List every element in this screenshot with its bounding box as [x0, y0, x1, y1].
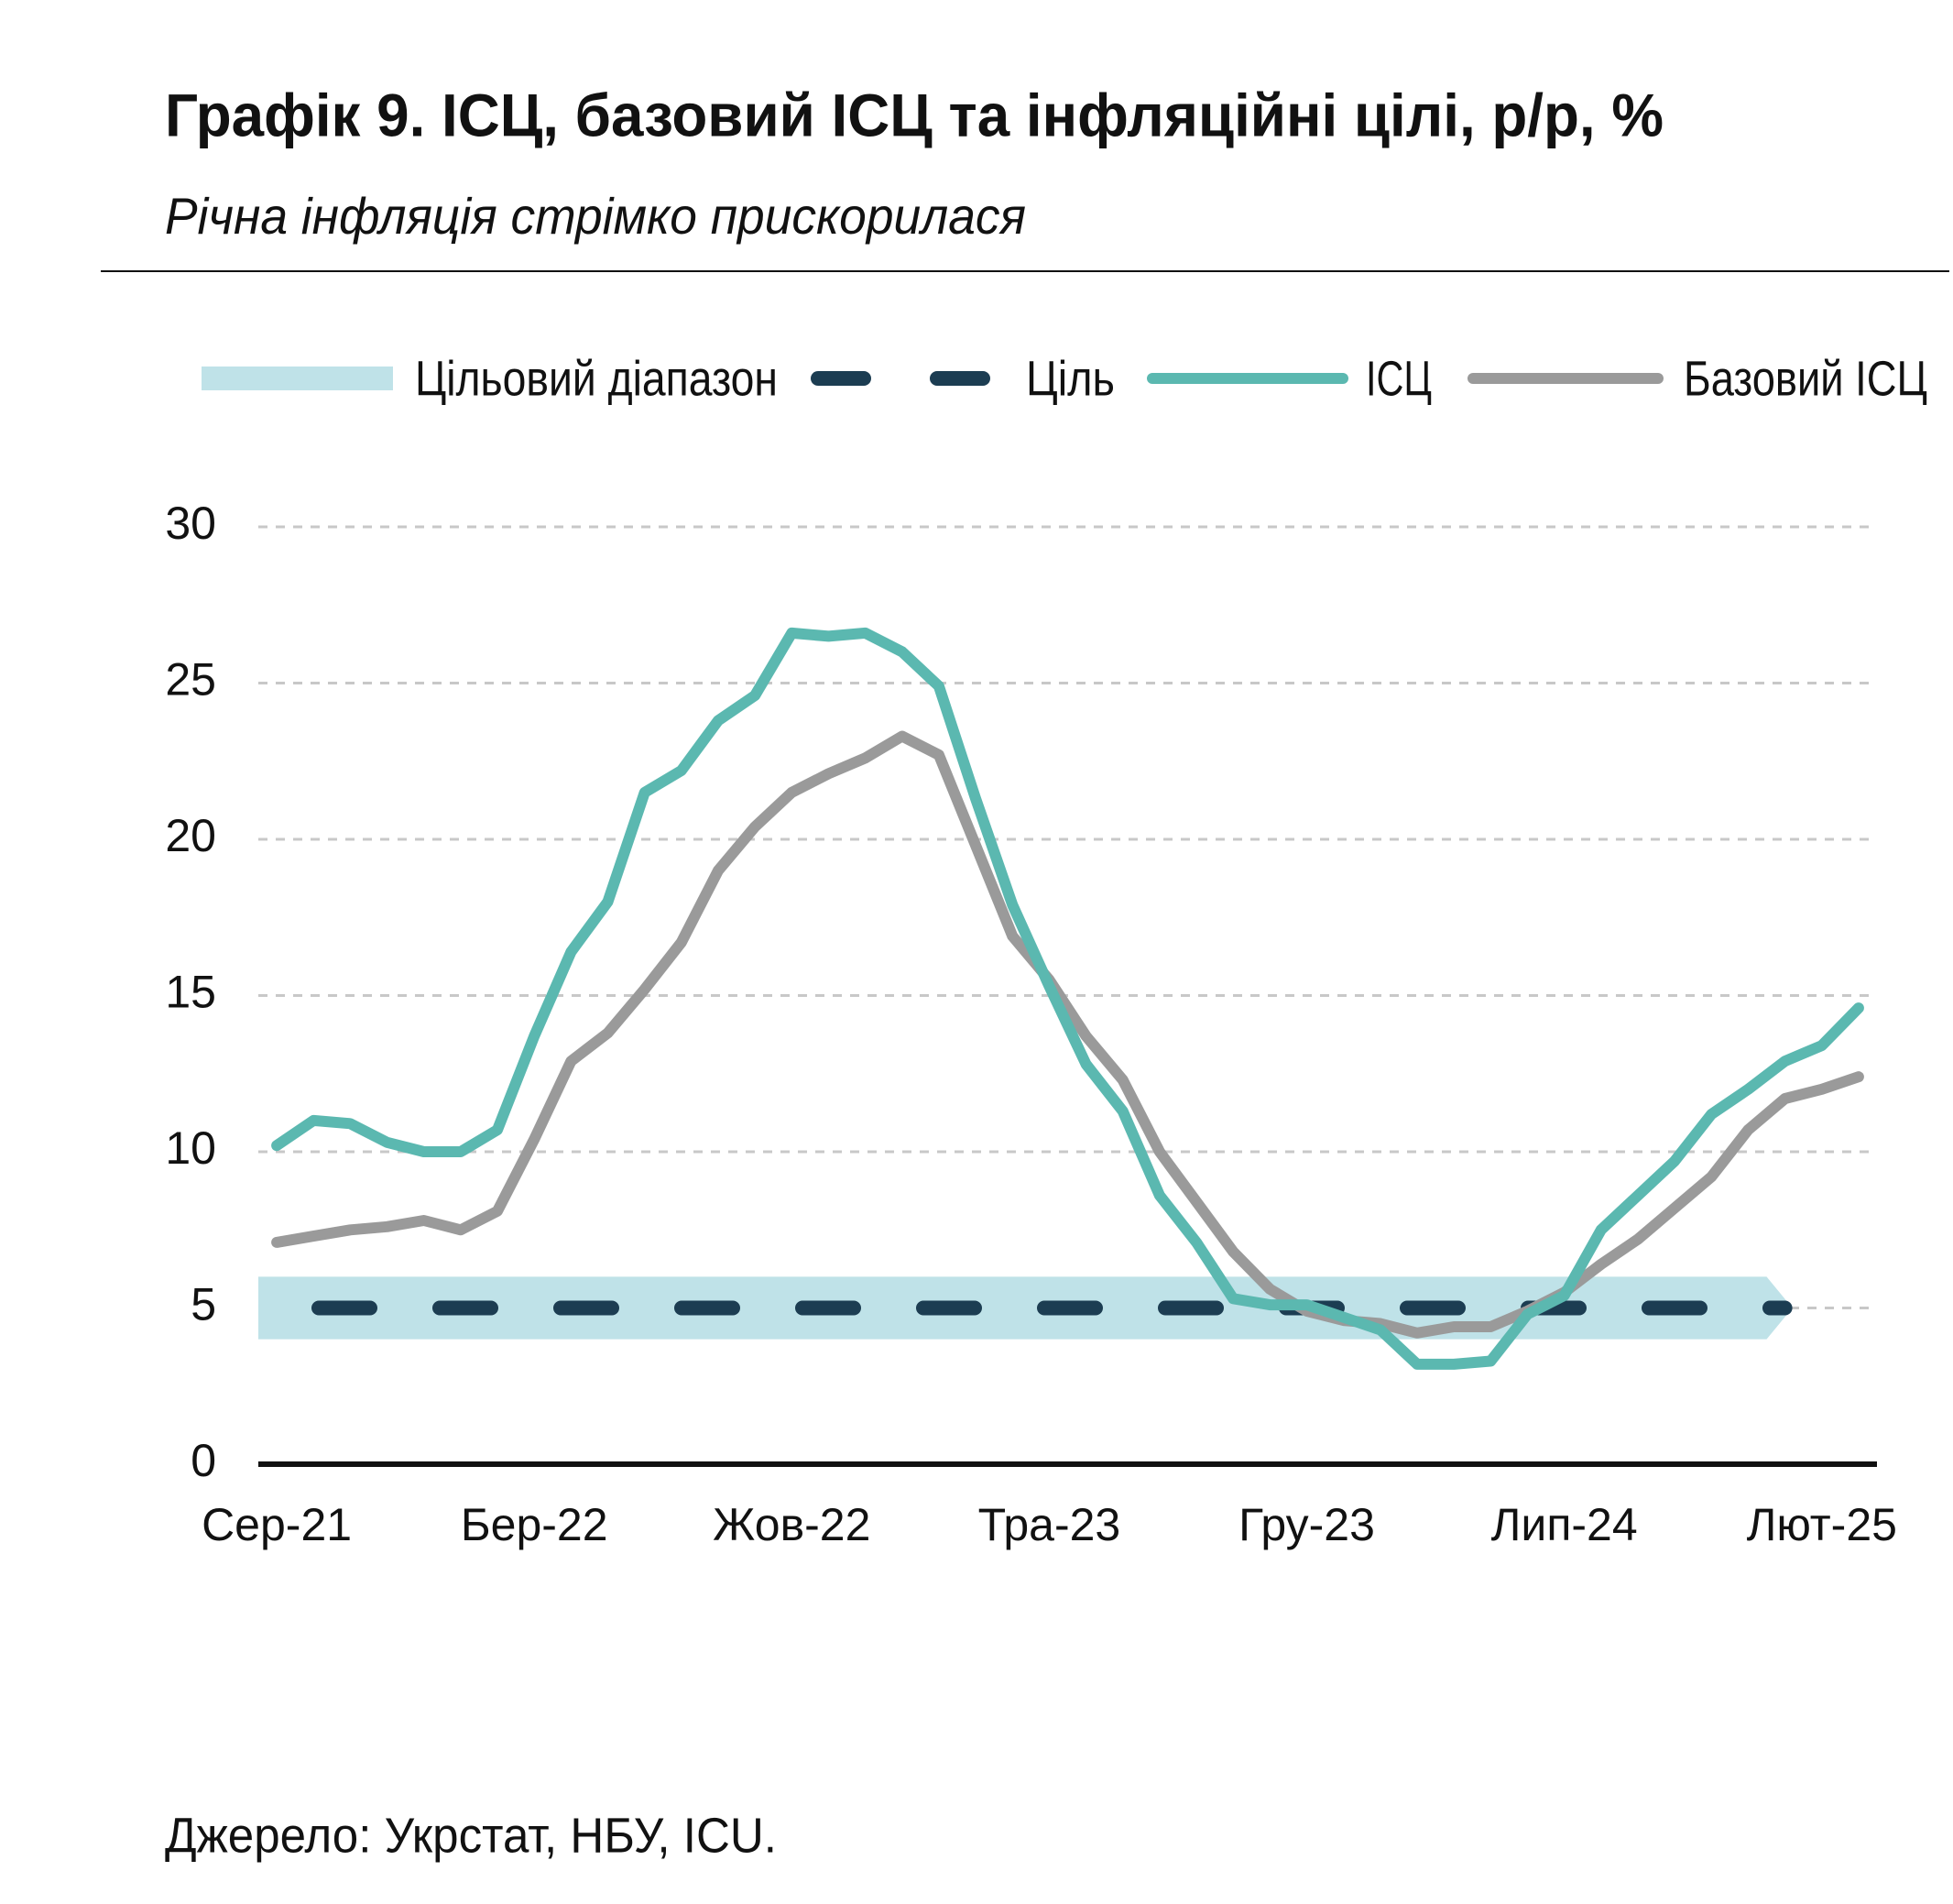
x-tick-label: Гру-23	[1238, 1499, 1375, 1550]
legend-label: Ціль	[1026, 351, 1115, 406]
x-tick-label: Жов-22	[713, 1499, 870, 1550]
x-tick-label: Лют-25	[1747, 1499, 1897, 1550]
y-tick-label: 30	[165, 498, 216, 549]
legend-label: Цільовий діапазон	[415, 351, 778, 406]
y-tick-label: 15	[165, 967, 216, 1018]
x-tick-label: Тра-23	[978, 1499, 1121, 1550]
series-line	[271, 627, 1864, 1370]
x-tick-label: Бер-22	[461, 1499, 608, 1550]
y-tick-label: 10	[165, 1122, 216, 1174]
legend-label: Базовий ІСЦ	[1684, 351, 1927, 406]
series-line	[271, 730, 1864, 1339]
y-tick-label: 20	[165, 810, 216, 861]
legend-swatch	[202, 367, 393, 390]
y-tick-label: 0	[191, 1435, 216, 1486]
chart-title: Графік 9. ІСЦ, базовий ІСЦ та інфляційні…	[165, 81, 1664, 148]
chart-subtitle: Річна інфляція стрімко прискорилася	[165, 187, 1026, 245]
source-note: Джерело: Укрстат, НБУ, ICU.	[165, 1808, 777, 1863]
y-tick-label: 25	[165, 654, 216, 706]
legend-label: ІСЦ	[1366, 351, 1432, 406]
x-tick-label: Сер-21	[202, 1499, 352, 1550]
x-tick-label: Лип-24	[1491, 1499, 1638, 1550]
y-tick-label: 5	[191, 1279, 216, 1330]
target-range	[258, 1276, 1793, 1340]
